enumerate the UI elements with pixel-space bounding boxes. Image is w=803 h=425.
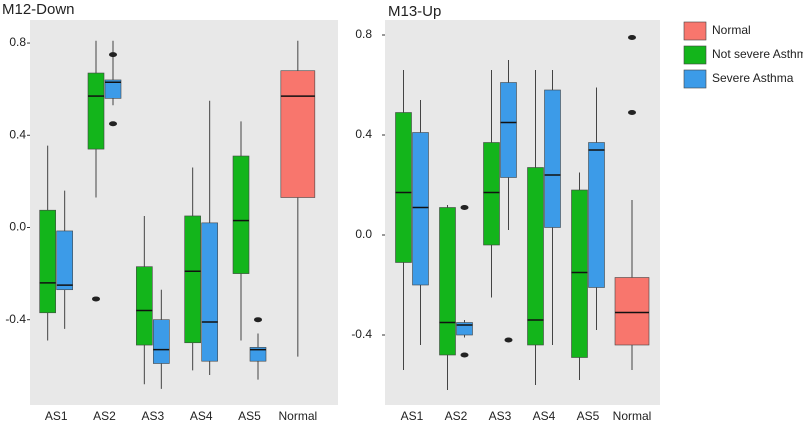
box xyxy=(588,142,605,288)
box xyxy=(395,112,412,263)
box xyxy=(500,82,517,178)
y-tick-label: 0.8 xyxy=(355,27,372,41)
outlier xyxy=(628,35,636,40)
chart-title: M12-Down xyxy=(2,1,75,18)
box xyxy=(87,72,105,150)
legend-label: Severe Asthma xyxy=(712,71,794,85)
y-tick-label: 0.0 xyxy=(9,220,26,234)
outlier xyxy=(628,110,636,115)
x-tick-label: AS2 xyxy=(93,409,116,423)
box xyxy=(571,189,588,358)
outlier xyxy=(109,52,117,58)
x-tick-label: AS5 xyxy=(238,409,261,423)
plot-background xyxy=(385,20,660,405)
box xyxy=(39,209,56,314)
x-tick-label: AS3 xyxy=(141,409,164,423)
box xyxy=(483,142,500,246)
box xyxy=(184,215,201,344)
x-tick-label: Normal xyxy=(613,409,652,423)
y-tick-label: 0.4 xyxy=(355,127,372,141)
box xyxy=(232,155,250,274)
chart-title: M13-Up xyxy=(388,3,441,20)
outlier xyxy=(254,317,262,323)
box xyxy=(412,132,429,286)
x-tick-label: AS3 xyxy=(489,409,512,423)
legend-label: Normal xyxy=(712,23,751,37)
box xyxy=(104,79,122,99)
y-tick-label: 0.8 xyxy=(9,35,26,49)
x-tick-label: AS4 xyxy=(190,409,213,423)
box xyxy=(56,230,73,291)
x-tick-label: AS4 xyxy=(533,409,556,423)
x-tick-label: AS1 xyxy=(45,409,68,423)
legend-key xyxy=(683,45,707,65)
x-tick-label: Normal xyxy=(278,409,317,423)
outlier xyxy=(92,296,100,302)
box xyxy=(280,70,316,198)
box xyxy=(201,222,218,362)
legend-label: Not severe Asthma xyxy=(712,47,803,61)
y-tick-label: 0.4 xyxy=(9,127,26,141)
x-tick-label: AS1 xyxy=(401,409,424,423)
box xyxy=(153,319,170,364)
y-tick-label: -0.4 xyxy=(5,312,26,326)
box xyxy=(527,167,544,346)
box xyxy=(439,207,456,356)
box xyxy=(136,266,153,346)
y-tick-label: 0.0 xyxy=(355,227,372,241)
outlier xyxy=(109,121,117,127)
legend-key xyxy=(683,21,707,41)
outlier xyxy=(460,205,469,210)
box xyxy=(249,347,267,362)
outlier xyxy=(504,337,513,343)
box xyxy=(544,89,561,228)
x-tick-label: AS5 xyxy=(577,409,600,423)
legend-key xyxy=(683,69,707,89)
box xyxy=(614,277,650,346)
x-tick-label: AS2 xyxy=(445,409,468,423)
y-tick-label: -0.4 xyxy=(351,327,372,341)
outlier xyxy=(460,352,469,358)
